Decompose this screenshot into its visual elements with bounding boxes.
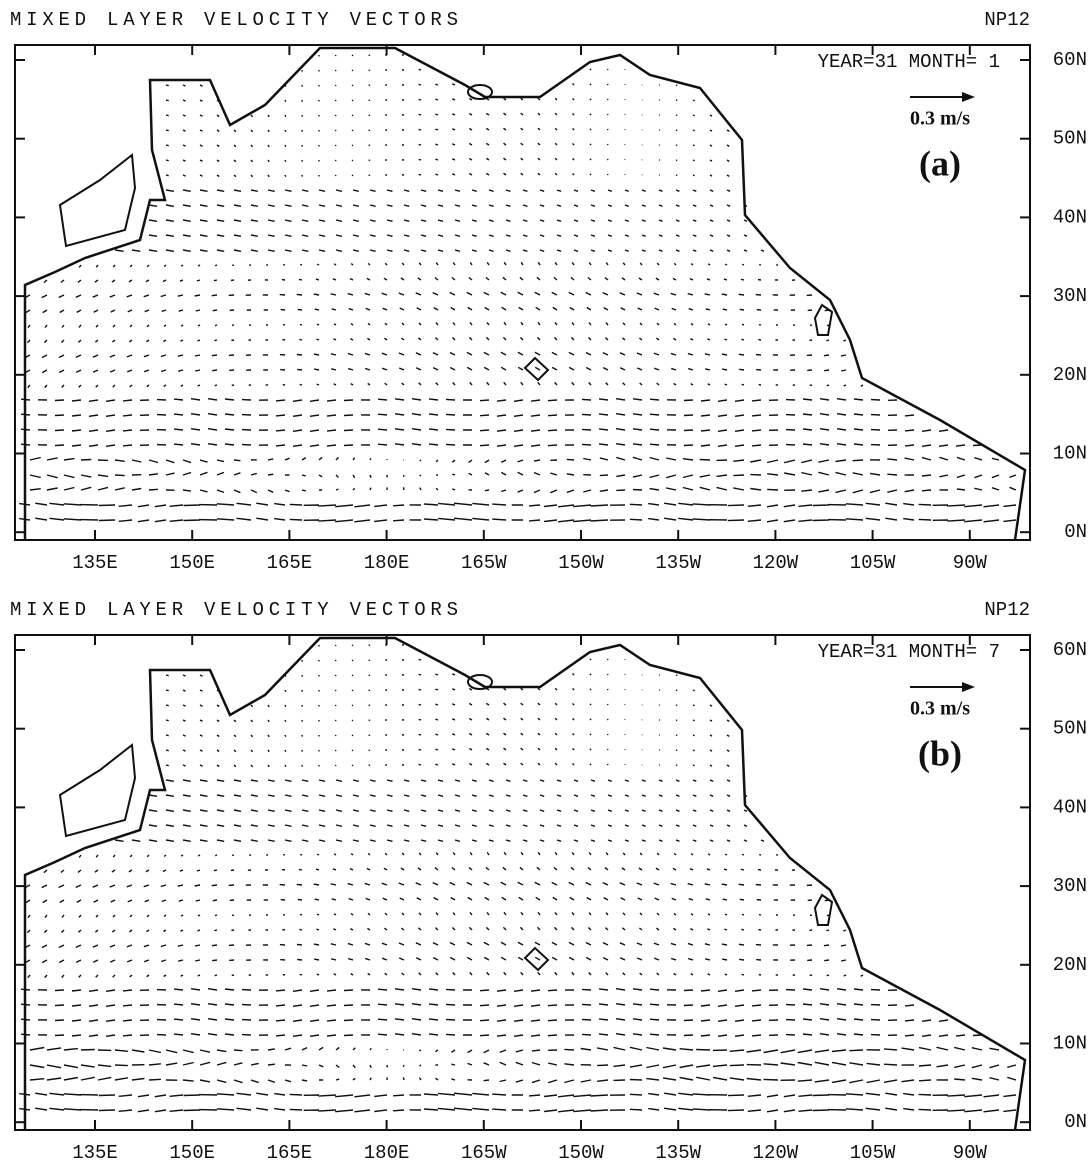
- model-name: NP12: [984, 599, 1030, 621]
- lon-label: 135W: [655, 552, 701, 574]
- panel: MIXED LAYER VELOCITY VECTORS NP12 YEAR=31 …: [10, 599, 1087, 1164]
- lat-label: 10N: [1053, 443, 1087, 465]
- lon-label: 120W: [753, 1142, 799, 1164]
- lat-label: 30N: [1053, 285, 1087, 307]
- island: [58, 743, 137, 838]
- model-name: NP12: [984, 9, 1030, 31]
- lon-label: 120W: [753, 552, 799, 574]
- panel-title: MIXED LAYER VELOCITY VECTORS: [10, 9, 458, 31]
- islet: [467, 84, 493, 100]
- date-label: YEAR=31 MONTH= 1: [818, 51, 1000, 73]
- map-frame: [14, 634, 1031, 1131]
- lon-label: 150E: [169, 552, 215, 574]
- lat-label: 40N: [1053, 796, 1087, 818]
- velocity-vectors: [19, 54, 1017, 523]
- lat-label: 0N: [1064, 1111, 1087, 1133]
- lon-label: 105W: [850, 1142, 896, 1164]
- lon-label: 135E: [72, 552, 118, 574]
- panel-title: MIXED LAYER VELOCITY VECTORS: [10, 599, 458, 621]
- lat-label: 20N: [1053, 364, 1087, 386]
- lat-label: 20N: [1053, 954, 1087, 976]
- lon-label: 150W: [558, 1142, 604, 1164]
- scale-label: 0.3 m/s: [910, 108, 970, 130]
- islet: [813, 893, 834, 926]
- lon-label: 135E: [72, 1142, 118, 1164]
- scale-arrowhead: [962, 92, 975, 102]
- lon-label: 180E: [364, 1142, 410, 1164]
- lat-label: 0N: [1064, 521, 1087, 543]
- lon-label: 165E: [267, 552, 313, 574]
- islet: [467, 674, 493, 690]
- lat-label: 50N: [1053, 718, 1087, 740]
- map-frame: [14, 44, 1031, 541]
- lon-label: 165W: [461, 1142, 507, 1164]
- lon-label: 165E: [267, 1142, 313, 1164]
- lat-label: 10N: [1053, 1033, 1087, 1055]
- panel: MIXED LAYER VELOCITY VECTORS NP12 YEAR=31 …: [10, 9, 1087, 574]
- lat-label: 30N: [1053, 875, 1087, 897]
- scale-arrowhead: [962, 682, 975, 692]
- islet: [523, 356, 550, 382]
- lon-label: 165W: [461, 552, 507, 574]
- islet: [813, 303, 834, 336]
- velocity-field: [19, 54, 1017, 523]
- coastline: [23, 636, 1027, 1131]
- lat-label: 60N: [1053, 639, 1087, 661]
- lon-label: 180E: [364, 552, 410, 574]
- lon-label: 135W: [655, 1142, 701, 1164]
- velocity-field: [19, 644, 1017, 1113]
- lon-label: 150W: [558, 552, 604, 574]
- island: [58, 153, 137, 248]
- panel-label: (b): [918, 733, 962, 773]
- coastline: [23, 46, 1027, 541]
- lon-label: 105W: [850, 552, 896, 574]
- velocity-vectors: [19, 644, 1017, 1113]
- lon-label: 90W: [953, 552, 988, 574]
- lat-label: 50N: [1053, 128, 1087, 150]
- lon-label: 90W: [953, 1142, 988, 1164]
- lat-label: 60N: [1053, 49, 1087, 71]
- scale-label: 0.3 m/s: [910, 698, 970, 720]
- panel-label: (a): [919, 143, 961, 183]
- lon-label: 150E: [169, 1142, 215, 1164]
- date-label: YEAR=31 MONTH= 7: [818, 641, 1000, 663]
- islet: [523, 946, 550, 972]
- lat-label: 40N: [1053, 206, 1087, 228]
